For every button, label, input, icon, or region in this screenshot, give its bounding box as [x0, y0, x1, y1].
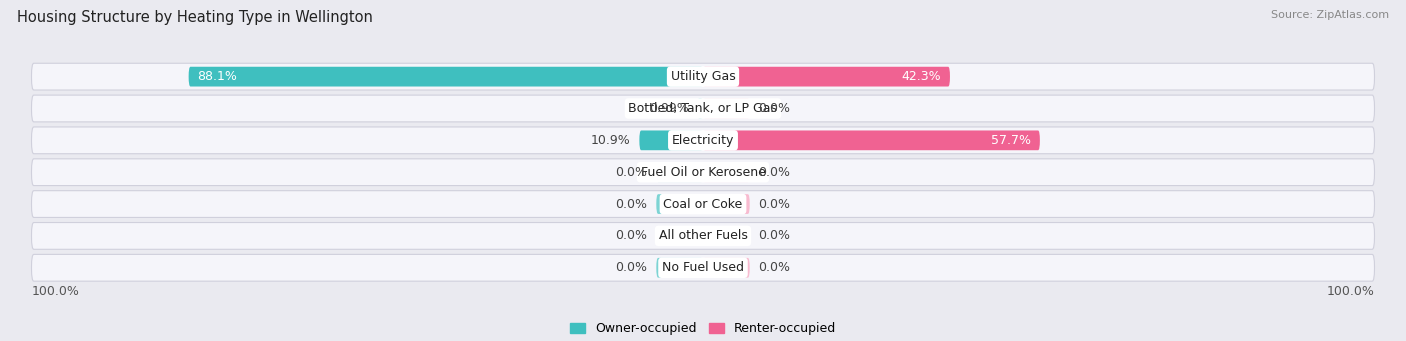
Text: Bottled, Tank, or LP Gas: Bottled, Tank, or LP Gas	[628, 102, 778, 115]
Text: 10.9%: 10.9%	[591, 134, 631, 147]
Text: Utility Gas: Utility Gas	[671, 70, 735, 83]
Text: Source: ZipAtlas.com: Source: ZipAtlas.com	[1271, 10, 1389, 20]
Text: 100.0%: 100.0%	[31, 285, 80, 298]
Text: 0.0%: 0.0%	[758, 166, 790, 179]
FancyBboxPatch shape	[31, 95, 1375, 122]
Text: 0.0%: 0.0%	[616, 166, 648, 179]
FancyBboxPatch shape	[31, 223, 1375, 249]
Text: Housing Structure by Heating Type in Wellington: Housing Structure by Heating Type in Wel…	[17, 10, 373, 25]
FancyBboxPatch shape	[188, 67, 703, 87]
FancyBboxPatch shape	[703, 162, 749, 182]
Text: Electricity: Electricity	[672, 134, 734, 147]
FancyBboxPatch shape	[703, 258, 749, 278]
FancyBboxPatch shape	[657, 194, 703, 214]
Text: 42.3%: 42.3%	[901, 70, 941, 83]
Text: 0.0%: 0.0%	[758, 261, 790, 274]
Text: 100.0%: 100.0%	[1326, 285, 1375, 298]
FancyBboxPatch shape	[697, 99, 703, 118]
Text: Coal or Coke: Coal or Coke	[664, 197, 742, 210]
Text: Fuel Oil or Kerosene: Fuel Oil or Kerosene	[641, 166, 765, 179]
FancyBboxPatch shape	[31, 254, 1375, 281]
Text: 57.7%: 57.7%	[991, 134, 1031, 147]
Text: 0.0%: 0.0%	[616, 229, 648, 242]
FancyBboxPatch shape	[31, 127, 1375, 154]
Text: 0.99%: 0.99%	[648, 102, 689, 115]
Text: 0.0%: 0.0%	[758, 102, 790, 115]
Text: All other Fuels: All other Fuels	[658, 229, 748, 242]
FancyBboxPatch shape	[657, 226, 703, 246]
FancyBboxPatch shape	[31, 159, 1375, 186]
Text: No Fuel Used: No Fuel Used	[662, 261, 744, 274]
Text: 0.0%: 0.0%	[758, 197, 790, 210]
FancyBboxPatch shape	[31, 63, 1375, 90]
FancyBboxPatch shape	[703, 99, 749, 118]
Text: 88.1%: 88.1%	[197, 70, 238, 83]
FancyBboxPatch shape	[657, 258, 703, 278]
FancyBboxPatch shape	[657, 162, 703, 182]
FancyBboxPatch shape	[703, 131, 1040, 150]
FancyBboxPatch shape	[640, 131, 703, 150]
Text: 0.0%: 0.0%	[616, 261, 648, 274]
FancyBboxPatch shape	[703, 194, 749, 214]
Text: 0.0%: 0.0%	[616, 197, 648, 210]
FancyBboxPatch shape	[703, 226, 749, 246]
FancyBboxPatch shape	[31, 191, 1375, 218]
Text: 0.0%: 0.0%	[758, 229, 790, 242]
FancyBboxPatch shape	[703, 67, 950, 87]
Legend: Owner-occupied, Renter-occupied: Owner-occupied, Renter-occupied	[565, 317, 841, 340]
